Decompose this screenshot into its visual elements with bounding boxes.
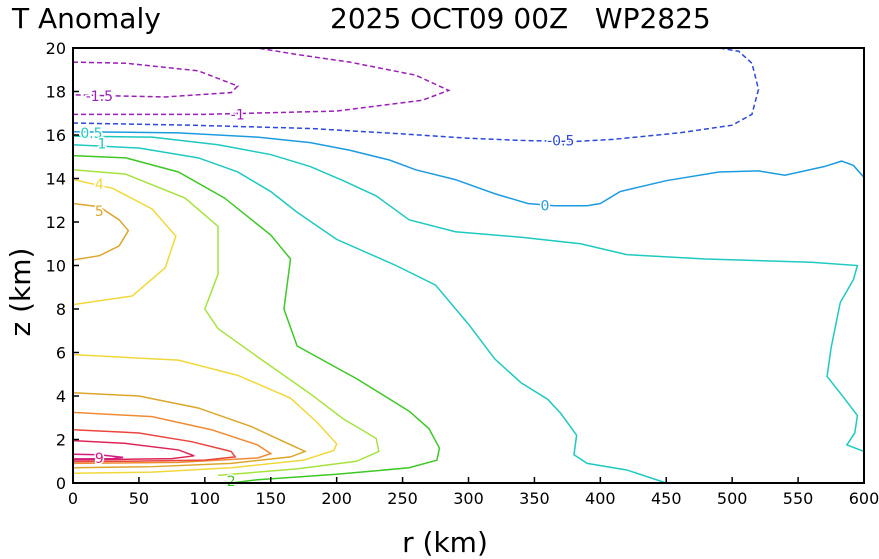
contour-line-4 xyxy=(73,178,177,306)
y-tick-label: 20 xyxy=(46,39,66,58)
x-tick-label: 50 xyxy=(129,489,149,508)
contour-line-3 xyxy=(73,169,380,477)
x-tick-label: 500 xyxy=(717,489,748,508)
x-tick-label: 150 xyxy=(255,489,286,508)
contour-line-0 xyxy=(73,130,864,207)
contour-line-6 xyxy=(73,411,273,465)
contour-label-1: 1 xyxy=(98,137,107,153)
x-tick-label: 450 xyxy=(651,489,682,508)
x-tick-label: 100 xyxy=(190,489,221,508)
contour-line-0.5 xyxy=(73,135,864,453)
contour-label-4: 4 xyxy=(95,177,104,193)
contour-line-5b xyxy=(73,391,307,469)
chart-title-right: 2025 OCT09 00Z WP2825 xyxy=(330,2,711,35)
contour-label-0: 0 xyxy=(541,199,550,215)
contour-line-4b xyxy=(73,353,338,474)
y-tick-label: 0 xyxy=(56,474,66,493)
x-tick-label: 550 xyxy=(783,489,814,508)
contour-line--1.5 xyxy=(73,61,240,98)
contour-label--1: -1 xyxy=(231,107,245,123)
contour-label-0.5: 0.5 xyxy=(80,126,102,142)
contour-label-9: 9 xyxy=(95,451,104,467)
x-axis-ticks: 0 50 100 150 200 250 300 350 400 450 500 550 600 xyxy=(68,477,879,508)
contour-line-8 xyxy=(73,439,195,461)
contour-label--1.5: -1.5 xyxy=(86,89,113,105)
x-tick-label: 600 xyxy=(849,489,879,508)
y-axis-label: z (km) xyxy=(4,248,37,337)
contour-label--0.5: -0.5 xyxy=(547,133,574,149)
x-axis-label: r (km) xyxy=(402,526,488,559)
contour-line-2 xyxy=(73,154,441,483)
plot-frame xyxy=(72,47,865,484)
x-tick-label: 250 xyxy=(387,489,418,508)
y-tick-label: 14 xyxy=(46,170,66,189)
y-tick-label: 10 xyxy=(46,257,66,276)
y-axis-ticks: 0 2 4 6 8 10 12 14 16 18 20 xyxy=(46,39,79,493)
y-tick-label: 16 xyxy=(46,126,66,145)
contour-line-5 xyxy=(73,202,130,261)
y-tick-label: 4 xyxy=(56,387,66,406)
contour-line--1 xyxy=(73,48,451,116)
contour-label-5: 5 xyxy=(95,204,104,220)
x-tick-label: 350 xyxy=(519,489,550,508)
x-tick-label: 200 xyxy=(321,489,352,508)
x-tick-label: 300 xyxy=(453,489,484,508)
y-tick-label: 8 xyxy=(56,300,66,319)
contour-lines xyxy=(73,48,864,483)
y-tick-label: 2 xyxy=(56,431,66,450)
contour-line-9 xyxy=(73,453,124,460)
contour-line-1 xyxy=(73,144,667,483)
contour-line-7 xyxy=(73,428,237,463)
y-tick-label: 6 xyxy=(56,344,66,363)
chart-title-left: T Anomaly xyxy=(11,2,161,35)
contour-labels: -1.5 -1 -0.5 0 0.51 2 4 5 9 xyxy=(79,87,576,491)
x-tick-label: 400 xyxy=(585,489,616,508)
contour-label-2: 2 xyxy=(227,474,236,490)
y-tick-label: 18 xyxy=(46,83,66,102)
x-tick-label: 0 xyxy=(68,489,78,508)
y-tick-label: 12 xyxy=(46,213,66,232)
contour-line--0.5 xyxy=(73,48,760,143)
